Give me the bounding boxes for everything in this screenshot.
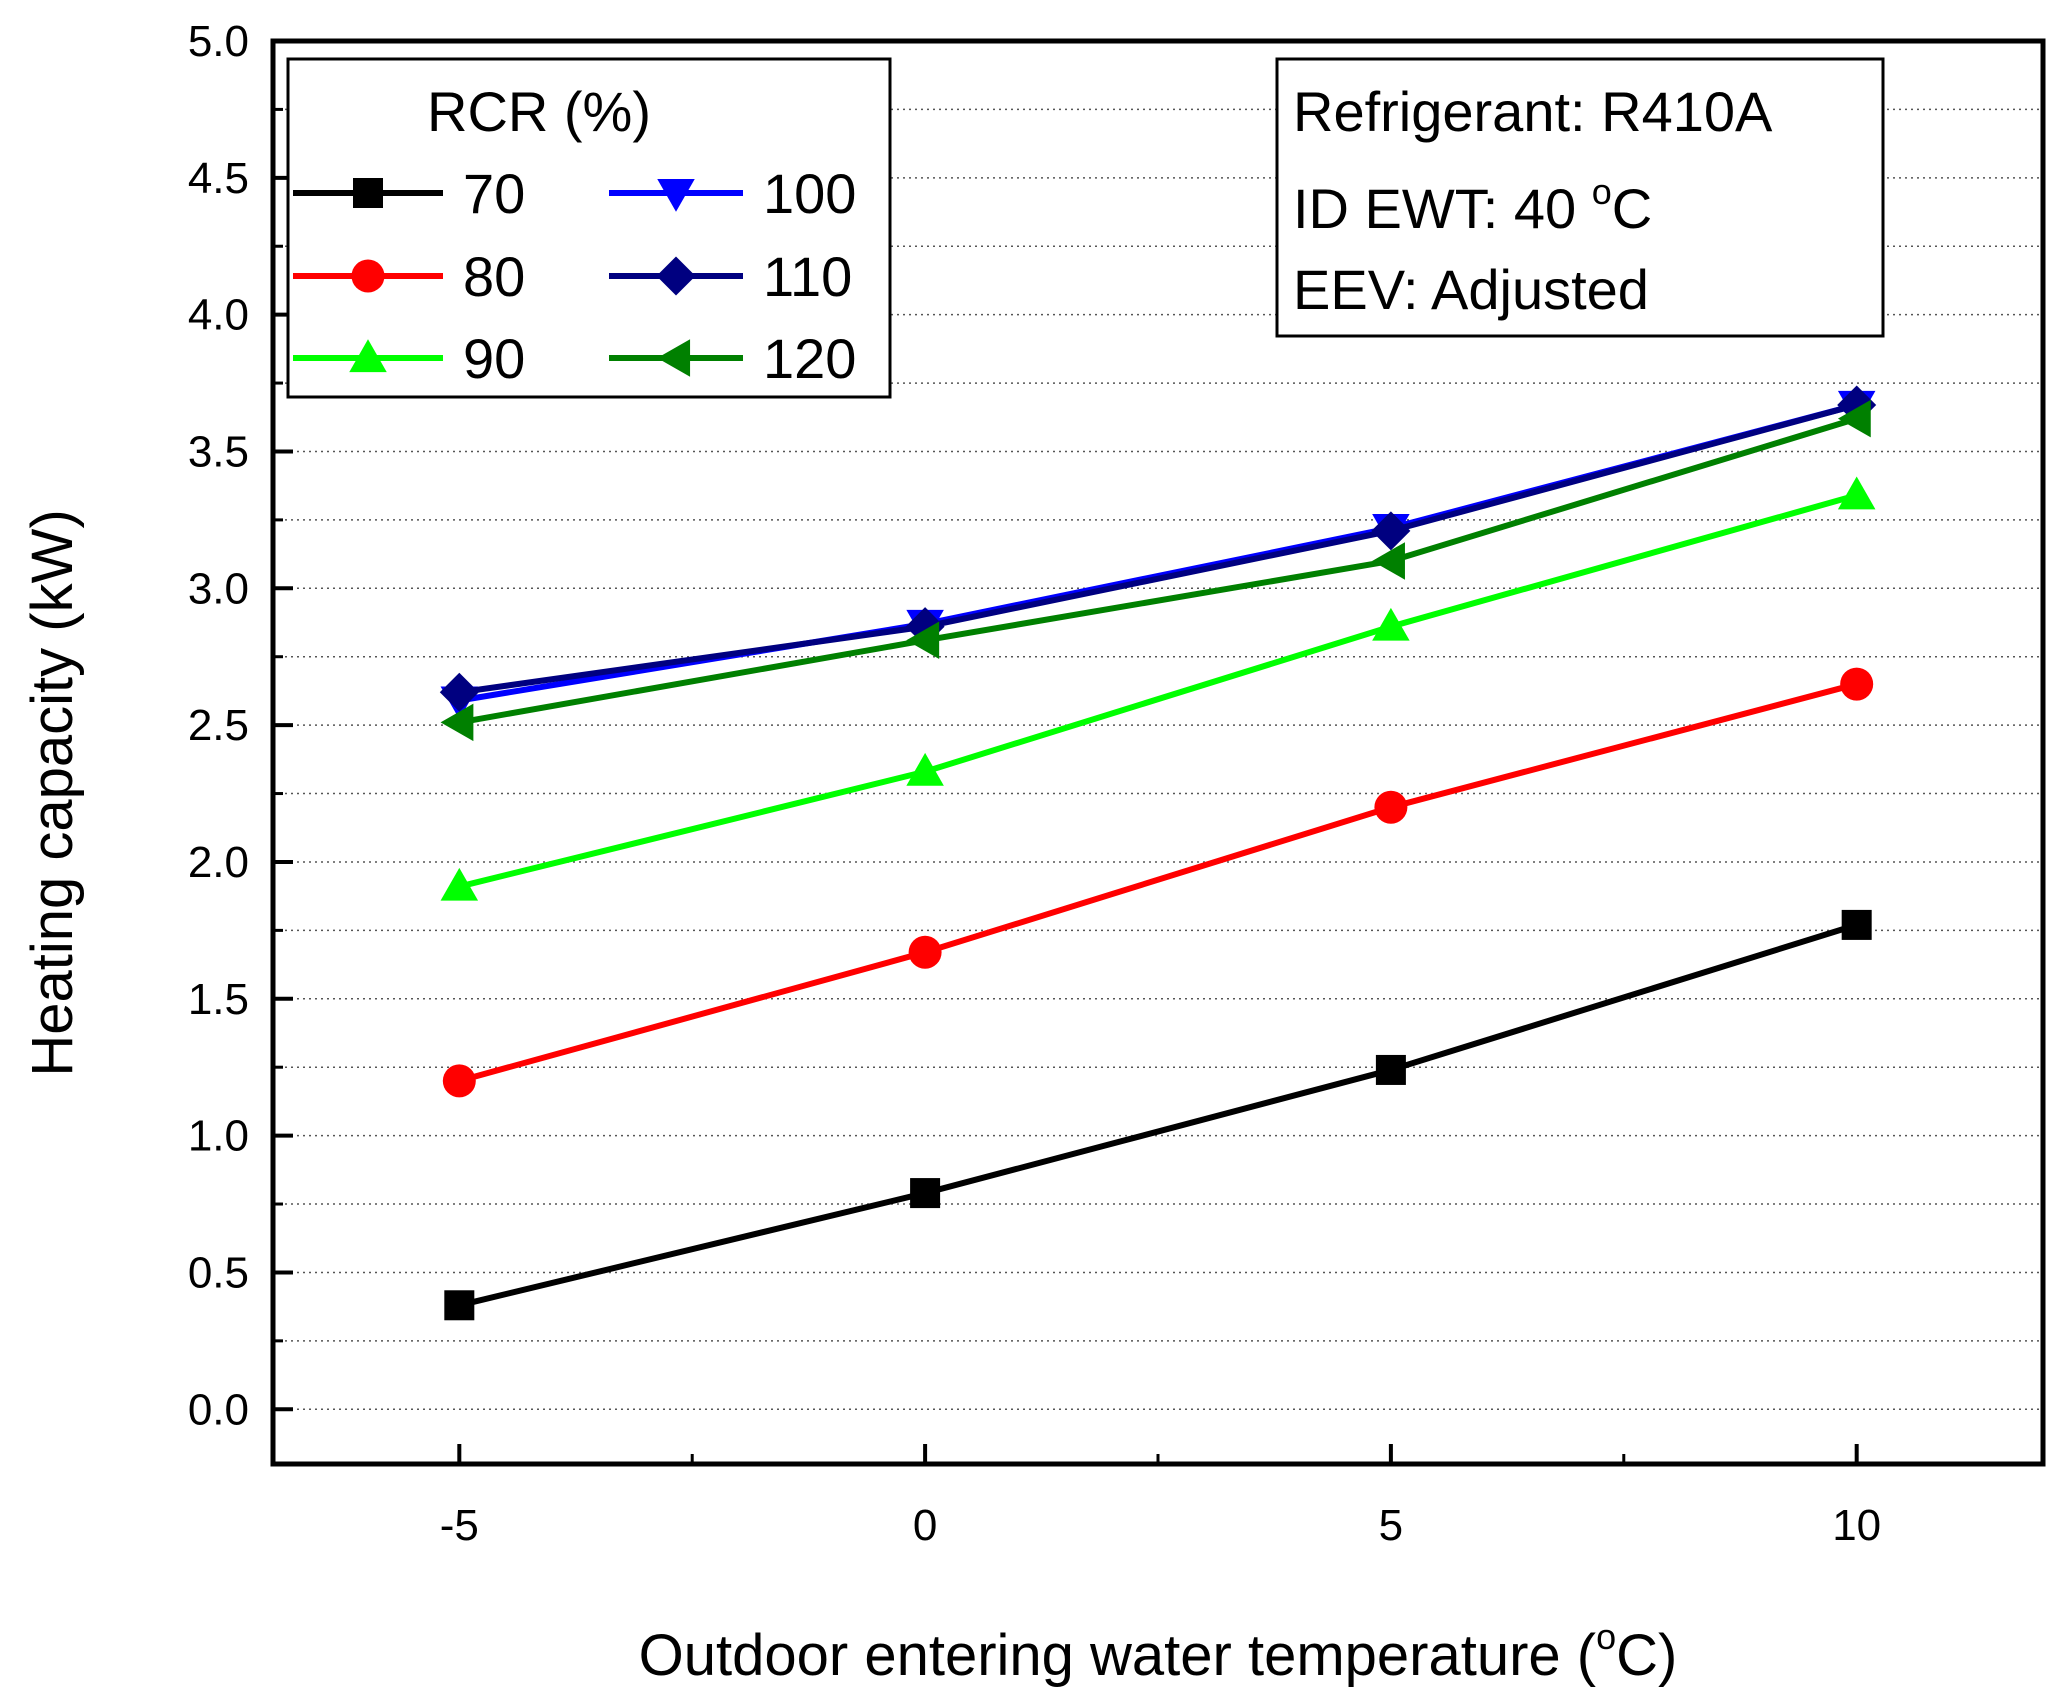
x-tick-label: -5	[440, 1501, 479, 1550]
y-tick-label: 3.0	[188, 564, 249, 613]
data-point-90	[1837, 476, 1876, 510]
data-point-80	[1840, 667, 1874, 701]
legend-title: RCR (%)	[427, 80, 651, 143]
y-tick-label: 5.0	[188, 17, 249, 66]
series-layer	[439, 385, 1877, 1321]
data-point-80	[1374, 790, 1408, 824]
legend-marker	[656, 256, 696, 296]
legend-entry-120: 120	[609, 327, 856, 390]
data-point-120	[1372, 542, 1405, 580]
legend-entry-110: 110	[609, 245, 852, 308]
legend-marker	[349, 339, 387, 373]
data-point-120	[440, 703, 474, 742]
legend-marker	[353, 178, 383, 208]
series-100	[440, 390, 1876, 720]
data-point-120	[1837, 399, 1871, 438]
data-point-80	[442, 1064, 476, 1098]
legend: RCR (%) 70 80 90 100 110 120	[286, 57, 892, 399]
x-axis-title-main: Outdoor entering water temperature (	[639, 1623, 1596, 1688]
y-tick-label: 0.0	[188, 1385, 249, 1434]
data-point-70	[910, 1178, 941, 1209]
series-80	[442, 667, 1874, 1098]
data-point-110	[1371, 511, 1411, 551]
y-tick-label: 2.0	[188, 838, 249, 887]
info-id-ewt-main: ID EWT: 40	[1293, 177, 1592, 240]
x-tick-label: 5	[1379, 1501, 1403, 1550]
legend-label: 120	[763, 327, 856, 390]
series-70	[444, 909, 1872, 1321]
legend-entry-80: 80	[293, 245, 525, 308]
legend-marker	[351, 259, 385, 293]
series-line-120	[458, 415, 1858, 726]
info-box: Refrigerant: R410A ID EWT: 40 oC EEV: Ad…	[1275, 57, 1885, 338]
legend-marker	[657, 339, 691, 377]
x-axis-title-tail: C)	[1616, 1623, 1677, 1688]
x-tick-label: 10	[1832, 1501, 1881, 1550]
y-tick-label: 3.5	[188, 427, 249, 476]
series-line-110	[458, 402, 1858, 696]
legend-entry-90: 90	[293, 327, 525, 390]
y-tick-label: 1.5	[188, 975, 249, 1024]
legend-entry-70: 70	[293, 162, 525, 225]
info-id-ewt-sup: o	[1592, 171, 1612, 212]
legend-label: 80	[463, 245, 525, 308]
legend-label: 90	[463, 327, 525, 390]
data-point-90	[1372, 607, 1410, 641]
data-point-70	[1841, 909, 1872, 940]
series-line-90	[458, 492, 1858, 890]
legend-label: 70	[463, 162, 525, 225]
info-eev: EEV: Adjusted	[1293, 258, 1649, 321]
y-tick-label: 4.5	[188, 154, 249, 203]
series-line-70	[458, 922, 1858, 1309]
legend-entry-100: 100	[609, 162, 856, 225]
data-point-70	[444, 1290, 475, 1321]
info-id-ewt-tail: C	[1612, 177, 1652, 240]
axis-layer: 0.0 0.5 1.0 1.5 2.0 2.5 3.0 3.5 4.0 4.5 5.0 -5 0 5 10	[188, 17, 1881, 1550]
y-axis-title: Heating capacity (kW)	[20, 509, 85, 1076]
series-110	[439, 385, 1877, 712]
y-tick-label: 1.0	[188, 1112, 249, 1161]
x-axis-title: Outdoor entering water temperature (oC)	[639, 1616, 1678, 1688]
series-120	[440, 399, 1871, 742]
legend-box	[286, 57, 892, 399]
x-tick-label: 0	[913, 1501, 937, 1550]
data-point-90	[440, 867, 479, 901]
legend-entries: 70 80 90 100 110 120	[293, 162, 856, 390]
y-tick-label: 4.0	[188, 291, 249, 340]
legend-marker	[657, 178, 695, 212]
data-point-90	[906, 752, 944, 786]
info-refrigerant: Refrigerant: R410A	[1293, 80, 1773, 143]
legend-label: 100	[763, 162, 856, 225]
series-90	[440, 476, 1876, 901]
data-point-110	[439, 672, 479, 712]
x-axis-title-sup: o	[1596, 1616, 1616, 1657]
data-point-120	[906, 621, 940, 660]
data-point-70	[1375, 1054, 1406, 1085]
info-id-ewt: ID EWT: 40 oC	[1293, 171, 1652, 240]
y-tick-label: 0.5	[188, 1248, 249, 1297]
legend-label: 110	[763, 245, 852, 308]
y-tick-label: 2.5	[188, 701, 249, 750]
info-box-frame	[1275, 57, 1885, 338]
data-point-80	[908, 935, 942, 969]
series-line-80	[458, 681, 1858, 1084]
